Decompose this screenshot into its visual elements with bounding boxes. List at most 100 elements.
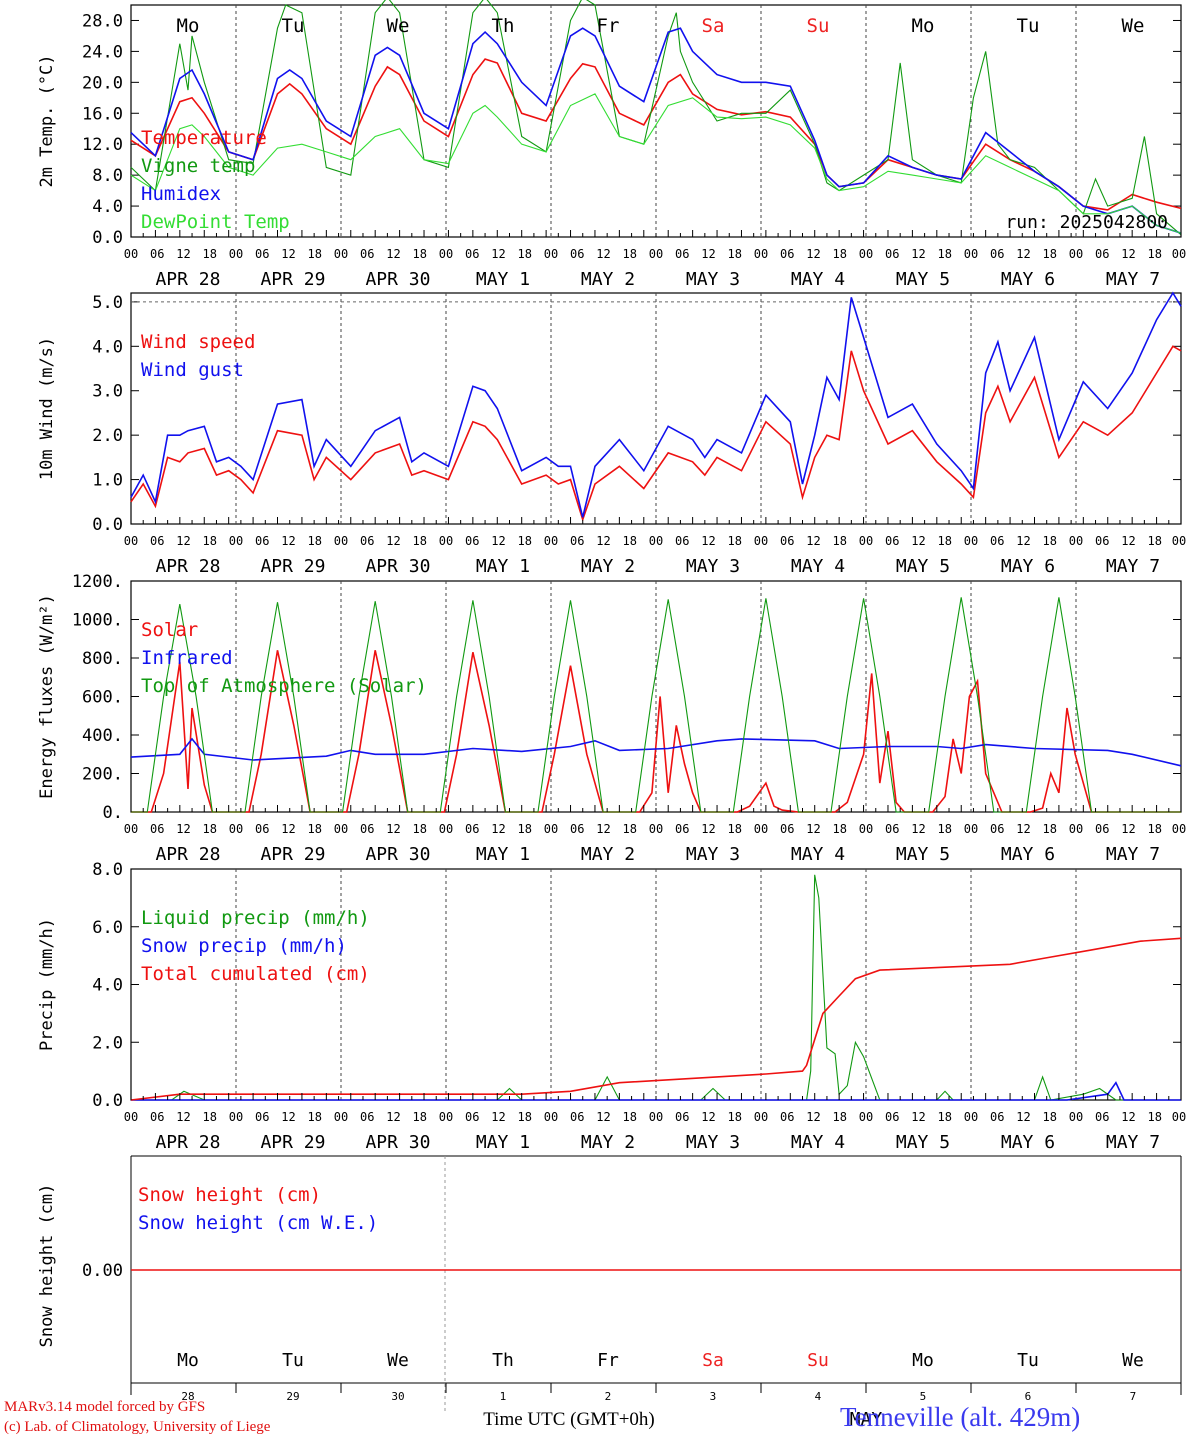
hour-tick-label: 18 bbox=[1043, 534, 1057, 548]
date-label: MAY 3 bbox=[686, 844, 740, 865]
hour-tick-label: 00 bbox=[544, 534, 558, 548]
y-axis-label: Energy fluxes (W/m²) bbox=[37, 594, 57, 799]
hour-tick-label: 00 bbox=[334, 247, 348, 261]
hour-tick-label: 12 bbox=[281, 247, 295, 261]
y-tick-label: 28.0 bbox=[82, 11, 123, 31]
hour-tick-label: 12 bbox=[1121, 822, 1135, 836]
date-label: MAY 5 bbox=[896, 844, 950, 865]
hour-tick-label: 18 bbox=[833, 534, 847, 548]
credit-line-1: MARv3.14 model forced by GFS bbox=[4, 1399, 206, 1415]
hour-tick-label: 06 bbox=[465, 822, 479, 836]
hour-tick-label: 12 bbox=[491, 822, 505, 836]
y-tick-label: 0. bbox=[103, 803, 123, 823]
date-label: APR 29 bbox=[260, 844, 325, 865]
hour-tick-label: 06 bbox=[1095, 1110, 1109, 1124]
y-tick-label: 400. bbox=[82, 726, 123, 746]
weekday-label: Tu bbox=[1017, 15, 1040, 37]
day-number: 3 bbox=[710, 1390, 717, 1403]
weekday-label: Mo bbox=[177, 15, 200, 37]
y-tick-label: 0.0 bbox=[92, 228, 123, 248]
date-label: APR 28 bbox=[155, 556, 220, 577]
day-number: 30 bbox=[391, 1390, 404, 1403]
hour-tick-label: 00 bbox=[1069, 247, 1083, 261]
hour-tick-label: 12 bbox=[596, 247, 610, 261]
hour-tick-label: 12 bbox=[386, 534, 400, 548]
station-title: Tenneville (alt. 429m) bbox=[840, 1402, 1081, 1432]
hour-axis: 00 06 12 18 00 06 12 18 00 06 12 18 00 06 12 18 00 06 12 18… bbox=[124, 230, 1186, 290]
legend-entry: Top of Atmosphere (Solar) bbox=[141, 675, 427, 697]
run-annotation: run: 2025042800 bbox=[1005, 212, 1168, 233]
hour-tick-label: 00 bbox=[964, 822, 978, 836]
date-label: APR 30 bbox=[365, 269, 430, 290]
legend-entry: Wind speed bbox=[141, 331, 255, 353]
legend-entry: Wind gust bbox=[141, 359, 244, 381]
y-tick-label: 4.0 bbox=[92, 197, 123, 217]
hour-tick-label: 06 bbox=[990, 822, 1004, 836]
hour-tick-label: 18 bbox=[308, 534, 322, 548]
hour-tick-label: 18 bbox=[623, 247, 637, 261]
hour-tick-label: 18 bbox=[833, 247, 847, 261]
y-tick-label: 0.0 bbox=[92, 515, 123, 535]
weekday-label: We bbox=[387, 1350, 409, 1371]
hour-tick-label: 18 bbox=[1148, 822, 1162, 836]
date-label: MAY 2 bbox=[581, 1132, 635, 1153]
hour-tick-label: 12 bbox=[1121, 1110, 1135, 1124]
hour-tick-label: 06 bbox=[675, 822, 689, 836]
y-tick-label: 0.00 bbox=[82, 1261, 123, 1281]
weekday-label: Tu bbox=[282, 15, 305, 37]
date-label: MAY 2 bbox=[581, 844, 635, 865]
hour-tick-label: 06 bbox=[885, 247, 899, 261]
hour-tick-label: 12 bbox=[491, 534, 505, 548]
hour-tick-label: 18 bbox=[623, 534, 637, 548]
hour-tick-label: 00 bbox=[124, 534, 138, 548]
day-number: 5 bbox=[920, 1390, 927, 1403]
hour-tick-label: 12 bbox=[491, 247, 505, 261]
hour-tick-label: 06 bbox=[675, 1110, 689, 1124]
hour-tick-label: 00 bbox=[754, 247, 768, 261]
y-tick-label: 5.0 bbox=[92, 293, 123, 313]
date-label: APR 29 bbox=[260, 556, 325, 577]
day-number: 2 bbox=[605, 1390, 612, 1403]
date-label: APR 28 bbox=[155, 1132, 220, 1153]
hour-tick-label: 18 bbox=[203, 247, 217, 261]
hour-tick-label: 00 bbox=[1069, 534, 1083, 548]
legend-entry: Humidex bbox=[141, 183, 221, 205]
hour-tick-label: 00 bbox=[124, 822, 138, 836]
weekday-label: Su bbox=[807, 15, 830, 37]
hour-tick-label: 06 bbox=[465, 247, 479, 261]
y-tick-label: 3.0 bbox=[92, 382, 123, 402]
date-label: MAY 6 bbox=[1001, 556, 1055, 577]
hour-tick-label: 00 bbox=[334, 1110, 348, 1124]
hour-tick-label: 18 bbox=[1148, 534, 1162, 548]
weekday-label: We bbox=[387, 15, 410, 37]
series-line-3 bbox=[130, 27, 1182, 234]
hour-tick-label: 12 bbox=[176, 822, 190, 836]
hour-tick-label: 18 bbox=[938, 247, 952, 261]
day-number: 7 bbox=[1130, 1390, 1137, 1403]
y-axis-label: 10m Wind (m/s) bbox=[37, 337, 57, 480]
hour-tick-label: 00 bbox=[229, 247, 243, 261]
credit-line-2: (c) Lab. of Climatology, University of L… bbox=[4, 1419, 271, 1435]
hour-tick-label: 18 bbox=[623, 1110, 637, 1124]
hour-tick-label: 00 bbox=[1172, 247, 1186, 261]
date-label: APR 30 bbox=[365, 556, 430, 577]
hour-tick-label: 00 bbox=[1069, 1110, 1083, 1124]
weekday-label: Mo bbox=[912, 1350, 934, 1371]
hour-tick-label: 00 bbox=[859, 822, 873, 836]
weekday-label: Sa bbox=[702, 1350, 724, 1371]
hour-tick-label: 00 bbox=[124, 1110, 138, 1124]
y-tick-label: 8.0 bbox=[92, 860, 123, 880]
hour-tick-label: 12 bbox=[386, 247, 400, 261]
weekday-label: Tu bbox=[1017, 1350, 1039, 1371]
hour-tick-label: 18 bbox=[203, 534, 217, 548]
date-label: APR 28 bbox=[155, 844, 220, 865]
date-label: MAY 7 bbox=[1106, 844, 1160, 865]
hour-tick-label: 18 bbox=[938, 534, 952, 548]
hour-tick-label: 18 bbox=[413, 822, 427, 836]
date-label: MAY 3 bbox=[686, 269, 740, 290]
series-line-2 bbox=[130, 291, 1182, 518]
legend-entry: Vigne temp bbox=[141, 155, 255, 177]
series-line-2 bbox=[131, 1081, 1181, 1101]
hour-tick-label: 12 bbox=[1016, 534, 1030, 548]
date-label: MAY 7 bbox=[1106, 556, 1160, 577]
